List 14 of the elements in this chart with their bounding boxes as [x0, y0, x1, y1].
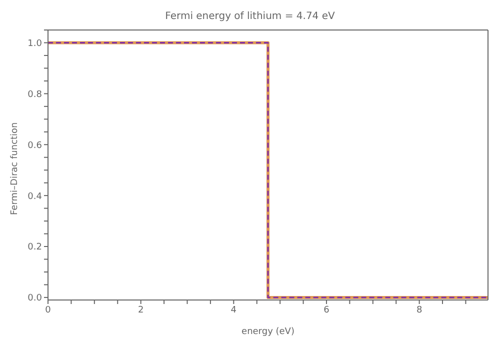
y-tick-label: 0.6	[28, 140, 42, 151]
x-axis-title: energy (eV)	[242, 327, 294, 337]
y-tick-label: 0.8	[28, 90, 42, 100]
x-tick-label: 6	[324, 305, 330, 316]
y-tick-label: 0.2	[28, 242, 42, 253]
x-tick-label: 0	[45, 305, 52, 316]
x-tick-label: 4	[230, 305, 237, 316]
y-tick-label: 0.4	[28, 192, 42, 202]
x-tick-label: 2	[138, 305, 144, 316]
y-axis-title: Fermi–Dirac function	[10, 122, 20, 215]
y-tick-label: 1.0	[28, 38, 42, 49]
x-tick-label: 8	[416, 305, 422, 316]
chart-title: Fermi energy of lithium = 4.74 eV	[164, 10, 336, 24]
y-tick-label: 0.0	[28, 294, 42, 304]
